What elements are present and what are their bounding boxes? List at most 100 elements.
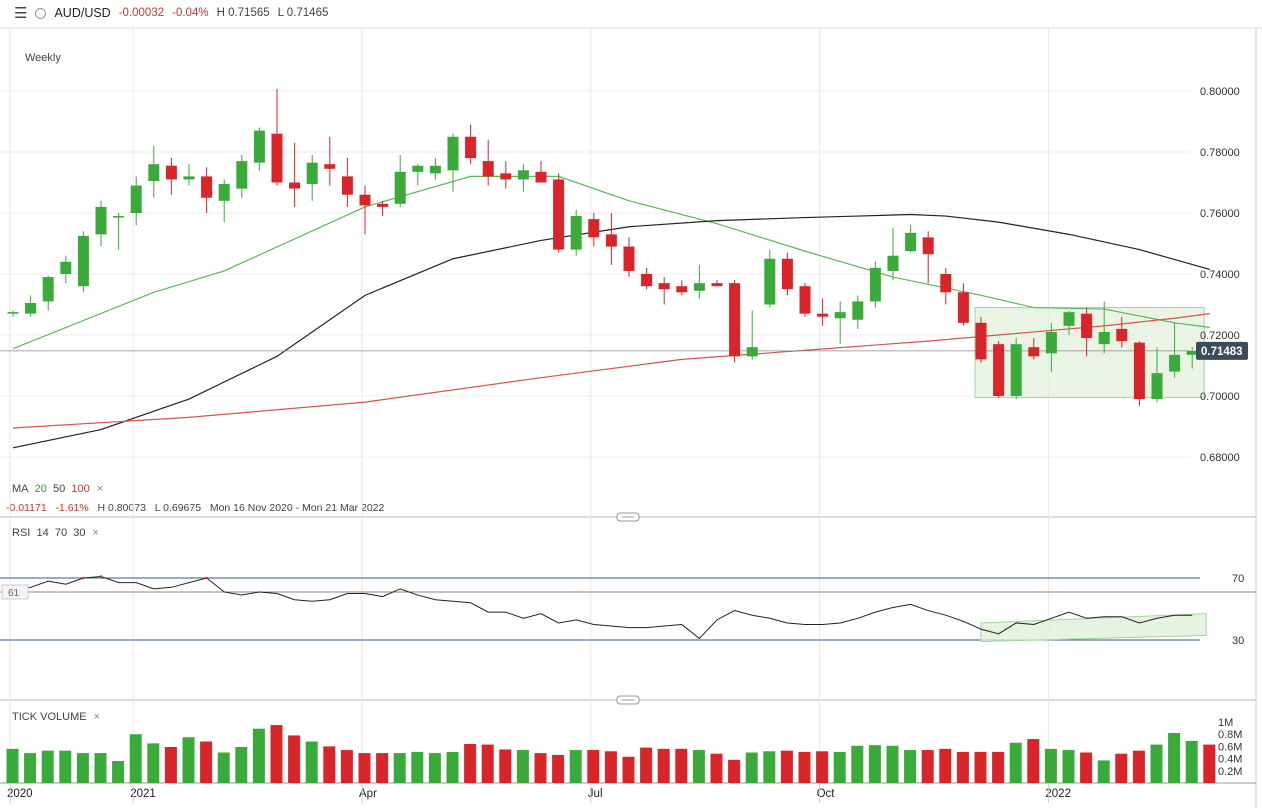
- volume-bar: [851, 746, 863, 783]
- candle-body: [324, 164, 335, 169]
- candle-body: [976, 323, 987, 360]
- candle-body: [289, 183, 300, 189]
- price-tick-label: 0.72000: [1200, 330, 1240, 342]
- volume-bar: [218, 753, 230, 784]
- volume-bar: [411, 752, 423, 783]
- chart-canvas[interactable]: 0.800000.780000.760000.740000.720000.700…: [0, 0, 1262, 808]
- volume-bar: [235, 747, 247, 783]
- volume-bar: [1027, 739, 1039, 783]
- rsi-level-label: 70: [1232, 573, 1244, 585]
- candle-body: [1134, 343, 1145, 399]
- volume-bar: [288, 735, 300, 783]
- candle-body: [1099, 332, 1110, 344]
- candle-body: [148, 164, 159, 181]
- volume-bar: [693, 750, 705, 783]
- volume-tick-label: 0.8M: [1218, 729, 1242, 741]
- volume-bar: [834, 752, 846, 783]
- candle-body: [1081, 314, 1092, 338]
- candle-body: [905, 233, 916, 251]
- volume-bar: [711, 754, 723, 783]
- volume-bar: [130, 734, 142, 783]
- volume-bar: [499, 749, 511, 783]
- candle-body: [800, 286, 811, 313]
- volume-tick-label: 0.6M: [1218, 741, 1242, 753]
- candle-body: [377, 204, 388, 207]
- candle-body: [254, 131, 265, 163]
- rsi-overbought-point: [82, 577, 84, 579]
- candle-body: [606, 234, 617, 246]
- volume-bar: [482, 745, 494, 783]
- volume-bar: [200, 742, 212, 783]
- candle-body: [817, 314, 828, 317]
- candle-body: [659, 283, 670, 289]
- volume-bar: [271, 725, 283, 783]
- volume-bar: [623, 757, 635, 783]
- volume-bar: [799, 752, 811, 783]
- candle-body: [852, 301, 863, 319]
- price-tick-label: 0.78000: [1200, 147, 1240, 159]
- volume-tick-label: 0.4M: [1218, 754, 1242, 766]
- volume-bar: [763, 751, 775, 783]
- price-tag-label: 0.71483: [1201, 346, 1243, 358]
- candle-body: [43, 277, 54, 301]
- candle-body: [448, 137, 459, 171]
- volume-bar: [1186, 741, 1198, 783]
- volume-bar: [24, 753, 36, 783]
- candle-body: [25, 303, 36, 314]
- candle-body: [360, 195, 371, 206]
- candle-body: [1028, 347, 1039, 356]
- volume-bar: [147, 743, 159, 783]
- candle-body: [272, 134, 283, 183]
- candle-body: [588, 219, 599, 237]
- volume-bar: [517, 750, 529, 783]
- volume-bar: [394, 753, 406, 783]
- candle-body: [571, 216, 582, 250]
- volume-bar: [1203, 745, 1215, 783]
- price-tick-label: 0.68000: [1200, 452, 1240, 464]
- candle-body: [342, 176, 353, 194]
- candle-body: [307, 163, 318, 184]
- volume-bar: [658, 749, 670, 783]
- volume-bar: [1115, 754, 1127, 783]
- candle-body: [694, 283, 705, 291]
- volume-bar: [746, 753, 758, 784]
- volume-bar: [306, 742, 318, 783]
- candle-body: [483, 161, 494, 176]
- volume-bar: [939, 749, 951, 783]
- candle-body: [641, 274, 652, 286]
- volume-bar: [183, 737, 195, 783]
- volume-bar: [464, 744, 476, 783]
- volume-bar: [376, 753, 388, 783]
- candle-body: [219, 184, 230, 201]
- rsi-tag-label: 61: [8, 588, 20, 599]
- volume-bar: [587, 750, 599, 783]
- volume-bar: [781, 751, 793, 783]
- volume-bar: [535, 753, 547, 783]
- candle-body: [113, 216, 124, 218]
- candle-body: [729, 283, 740, 356]
- candle-body: [888, 256, 899, 271]
- candle-body: [624, 247, 635, 271]
- volume-bar: [95, 753, 107, 783]
- candle-body: [536, 172, 547, 183]
- price-tick-label: 0.74000: [1200, 269, 1240, 281]
- candle-body: [412, 166, 423, 172]
- time-tick-label: Jul: [588, 788, 603, 800]
- candle-body: [60, 262, 71, 274]
- volume-bar: [112, 761, 124, 783]
- candle-body: [712, 283, 723, 286]
- volume-bar: [975, 752, 987, 783]
- candle-body: [166, 166, 177, 180]
- candle-body: [782, 259, 793, 290]
- price-tick-label: 0.70000: [1200, 391, 1240, 403]
- candle-body: [78, 236, 89, 286]
- candle-body: [201, 176, 212, 197]
- volume-bar: [1045, 749, 1057, 783]
- candle-body: [764, 259, 775, 305]
- candle-body: [465, 137, 476, 158]
- rsi-level-label: 30: [1232, 635, 1244, 647]
- candle-body: [236, 161, 247, 188]
- volume-bar: [887, 746, 899, 783]
- volume-bar: [42, 751, 54, 783]
- volume-bar: [1010, 743, 1022, 783]
